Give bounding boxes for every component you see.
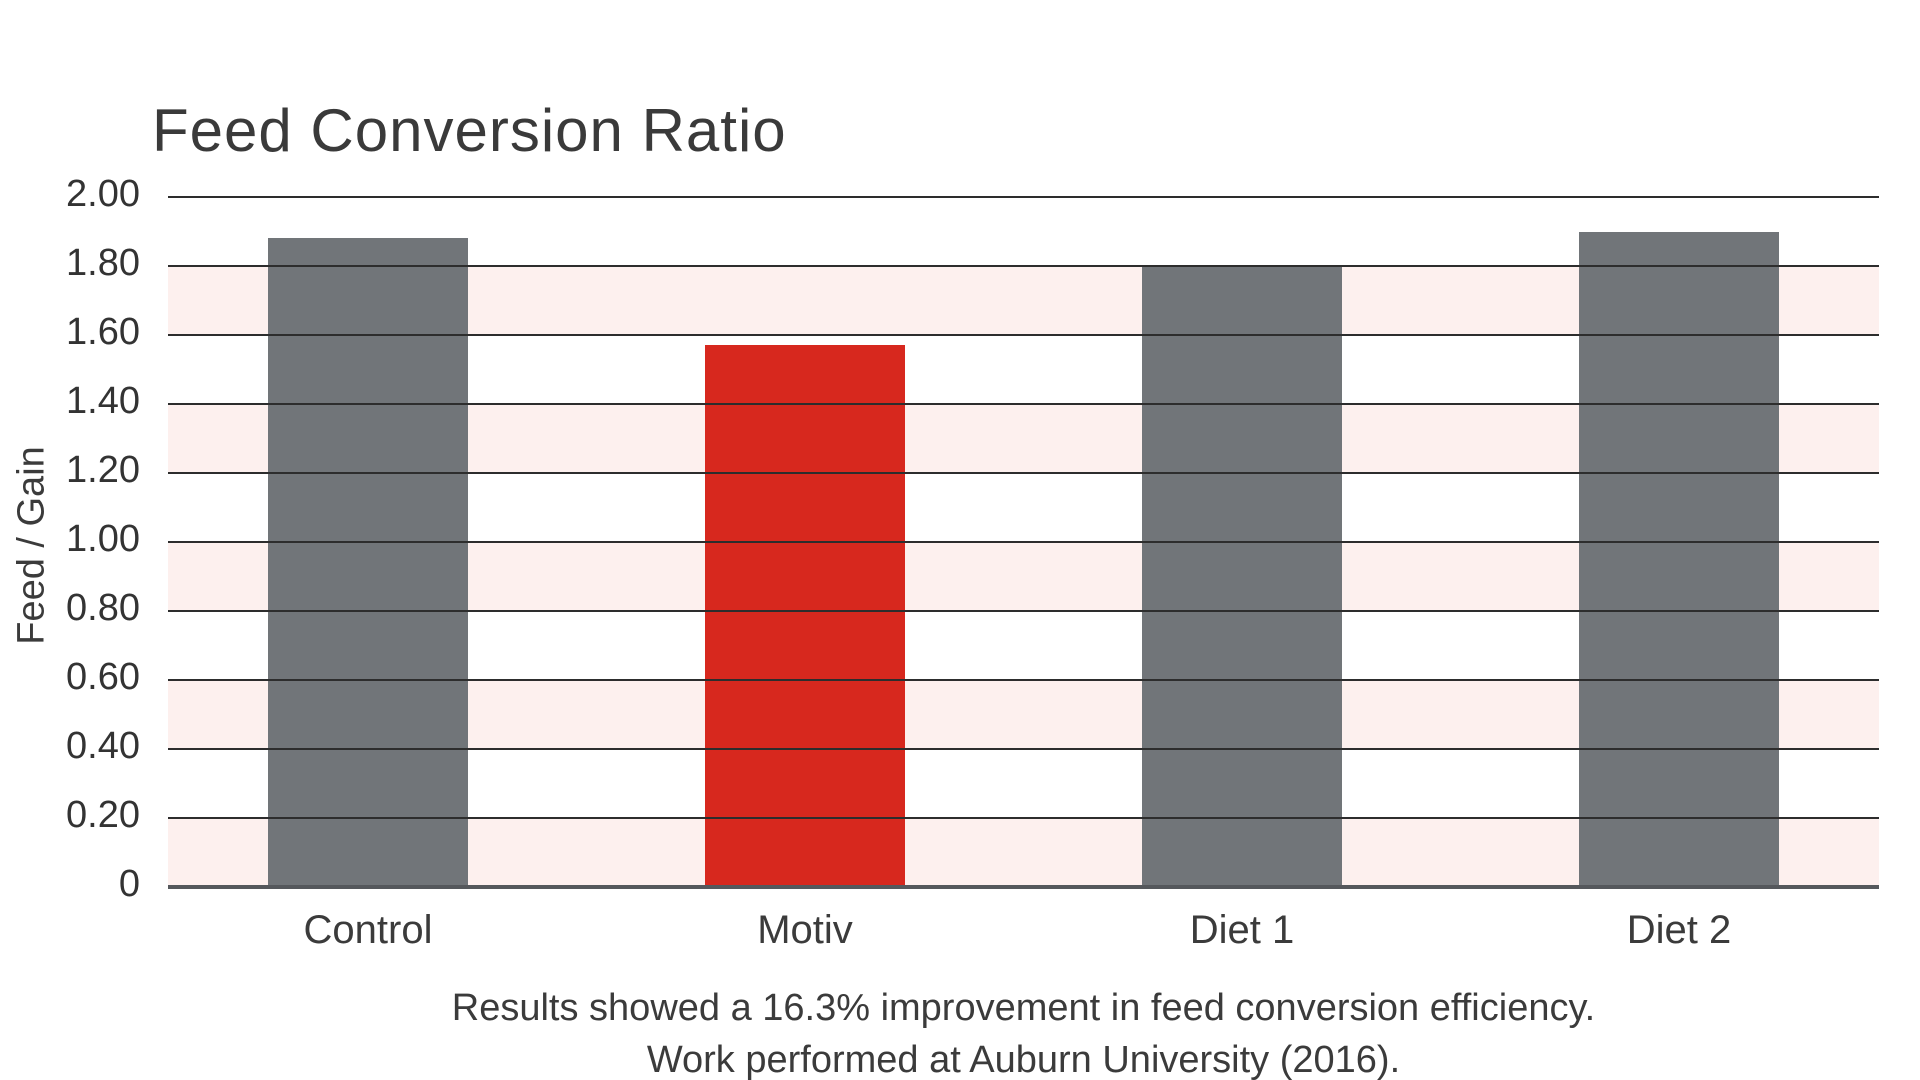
y-tick-label: 0.60 [66,656,140,698]
gridline [168,334,1879,336]
x-axis-labels: Control Motiv Diet 1 Diet 2 [168,908,1879,958]
gridline [168,817,1879,819]
y-tick-label: 0.40 [66,725,140,767]
y-tick-label: 1.00 [66,518,140,560]
bar-control [268,238,468,887]
caption-line-1: Results showed a 16.3% improvement in fe… [451,987,1596,1029]
x-category-label: Control [303,908,433,952]
y-tick-label: 1.60 [66,311,140,353]
x-category-label: Diet 1 [1189,908,1295,952]
y-tick-label: 0.20 [66,794,140,836]
gridline [168,748,1879,750]
bar-motiv [705,345,905,887]
gridline [168,265,1879,267]
gridline [168,610,1879,612]
y-tick-label: 1.40 [66,380,140,422]
bar-diet-2 [1579,231,1779,887]
caption-line-2: Work performed at Auburn University (201… [646,1039,1401,1080]
gridline [168,472,1879,474]
x-axis-baseline [168,885,1879,889]
y-tick-label: 2.00 [66,173,140,215]
gridline [168,679,1879,681]
y-tick-label: 1.20 [66,449,140,491]
y-tick-label: 0.80 [66,587,140,629]
y-tick-label: 1.80 [66,242,140,284]
bar-diet-1 [1142,266,1342,887]
y-tick-label: 0 [118,863,140,905]
plot-area [168,196,1879,889]
gridline [168,196,1879,198]
x-category-label: Motiv [757,908,853,952]
gridline [168,541,1879,543]
chart-caption: Results showed a 16.3% improvement in fe… [168,982,1879,1080]
chart-title: Feed Conversion Ratio [152,97,787,164]
gridline [168,403,1879,405]
x-category-label: Diet 2 [1626,908,1732,952]
